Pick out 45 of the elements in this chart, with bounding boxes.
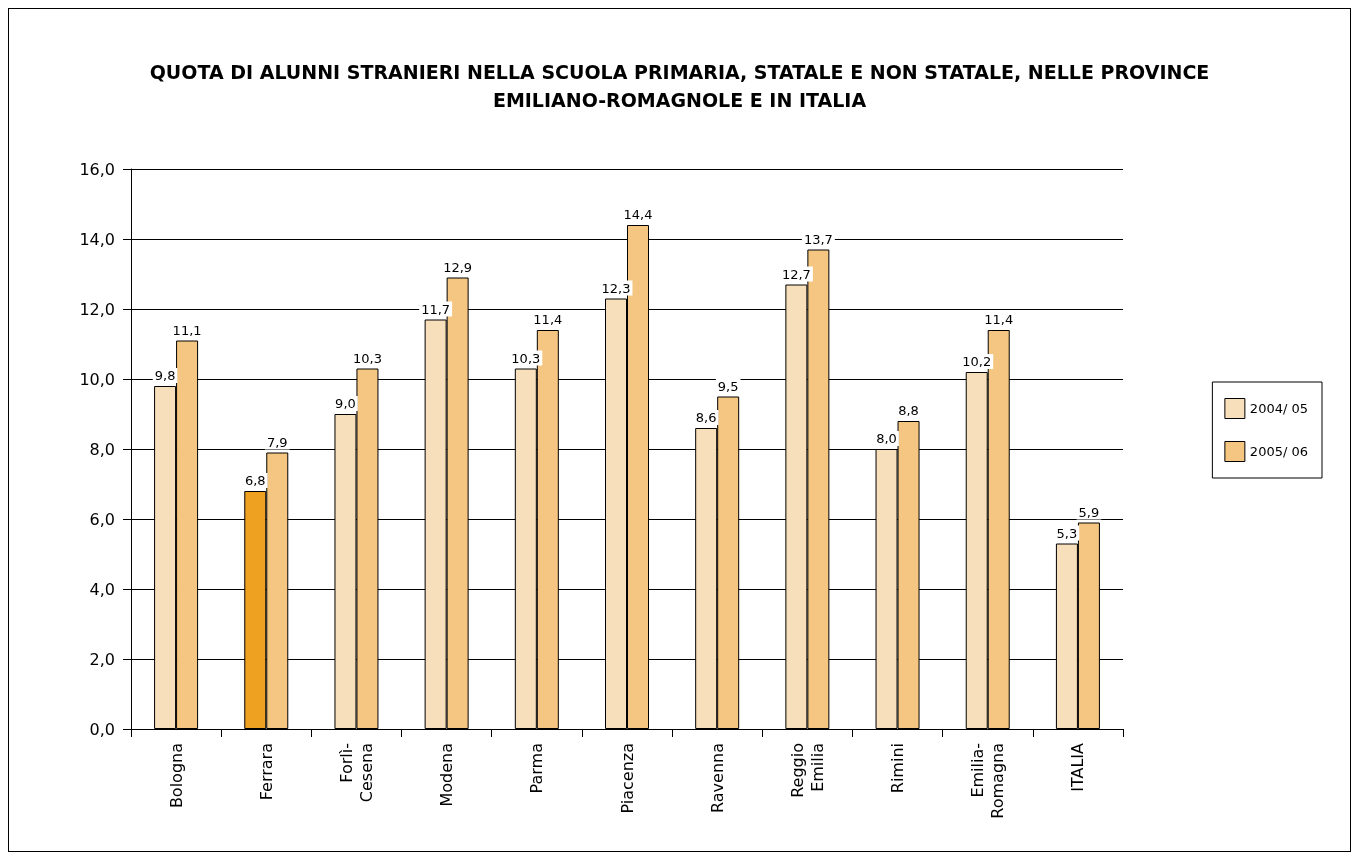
data-label: 14,4	[623, 207, 653, 222]
data-label: 8,8	[898, 403, 919, 418]
x-tick-label: Rimini	[888, 743, 908, 794]
data-label: 10,2	[962, 354, 992, 369]
data-label: 11,7	[421, 301, 451, 317]
y-tick-label: 4,0	[89, 579, 115, 599]
data-label: 13,7	[803, 231, 833, 247]
legend-label: 2004/ 05	[1249, 401, 1308, 416]
x-tick-label: Forlì- Cesena	[336, 743, 376, 803]
y-tick-label: 14,0	[79, 229, 115, 249]
data-label: 12,7	[781, 266, 811, 282]
data-label: 12,3	[601, 280, 631, 296]
x-tick-label: Emilia- Romagna	[968, 743, 1008, 819]
data-label: 11,4	[984, 312, 1014, 327]
y-tick-label: 16,0	[79, 159, 115, 179]
data-label: 12,9	[443, 259, 473, 275]
data-label: 7,9	[266, 434, 288, 450]
chart-title: QUOTA DI ALUNNI STRANIERI NELLA SCUOLA PRIMARIA, STATALE E NON STATALE, NELLE PROVINCE EMILIANO-ROMAGNOLE E IN ITALIA	[149, 61, 1210, 111]
data-label: 8,0	[876, 431, 897, 446]
data-label: 10,3	[352, 350, 382, 366]
legend-label: 2005/ 06	[1249, 444, 1308, 459]
y-tick-label: 12,0	[79, 299, 115, 319]
x-tick-label: Piacenza	[617, 743, 637, 814]
data-label: 9,8	[154, 368, 176, 383]
y-tick-label: 2,0	[89, 649, 115, 669]
data-label: 9,0	[335, 396, 356, 411]
x-tick-label: Bologna	[166, 743, 186, 809]
data-label: 8,6	[695, 410, 717, 425]
y-tick-label: 10,0	[79, 369, 115, 389]
x-tick-label: Ravenna	[707, 743, 727, 813]
x-tick-label: Modena	[437, 743, 457, 807]
data-label: 11,4	[533, 312, 563, 327]
y-tick-label: 6,0	[89, 509, 115, 529]
data-label: 5,3	[1056, 525, 1078, 541]
data-label: 5,9	[1078, 504, 1100, 520]
x-tick-label: ITALIA	[1068, 742, 1088, 792]
x-tick-label: Ferrara	[256, 743, 276, 801]
data-label: 10,3	[511, 350, 541, 366]
y-tick-label: 8,0	[89, 439, 115, 459]
data-label: 9,5	[717, 378, 739, 394]
data-label: 6,8	[244, 473, 266, 488]
x-tick-label: Reggio Emilia	[787, 743, 827, 798]
data-label: 11,1	[172, 322, 202, 338]
x-tick-label: Parma	[527, 743, 547, 794]
y-tick-label: 0,0	[89, 719, 115, 739]
